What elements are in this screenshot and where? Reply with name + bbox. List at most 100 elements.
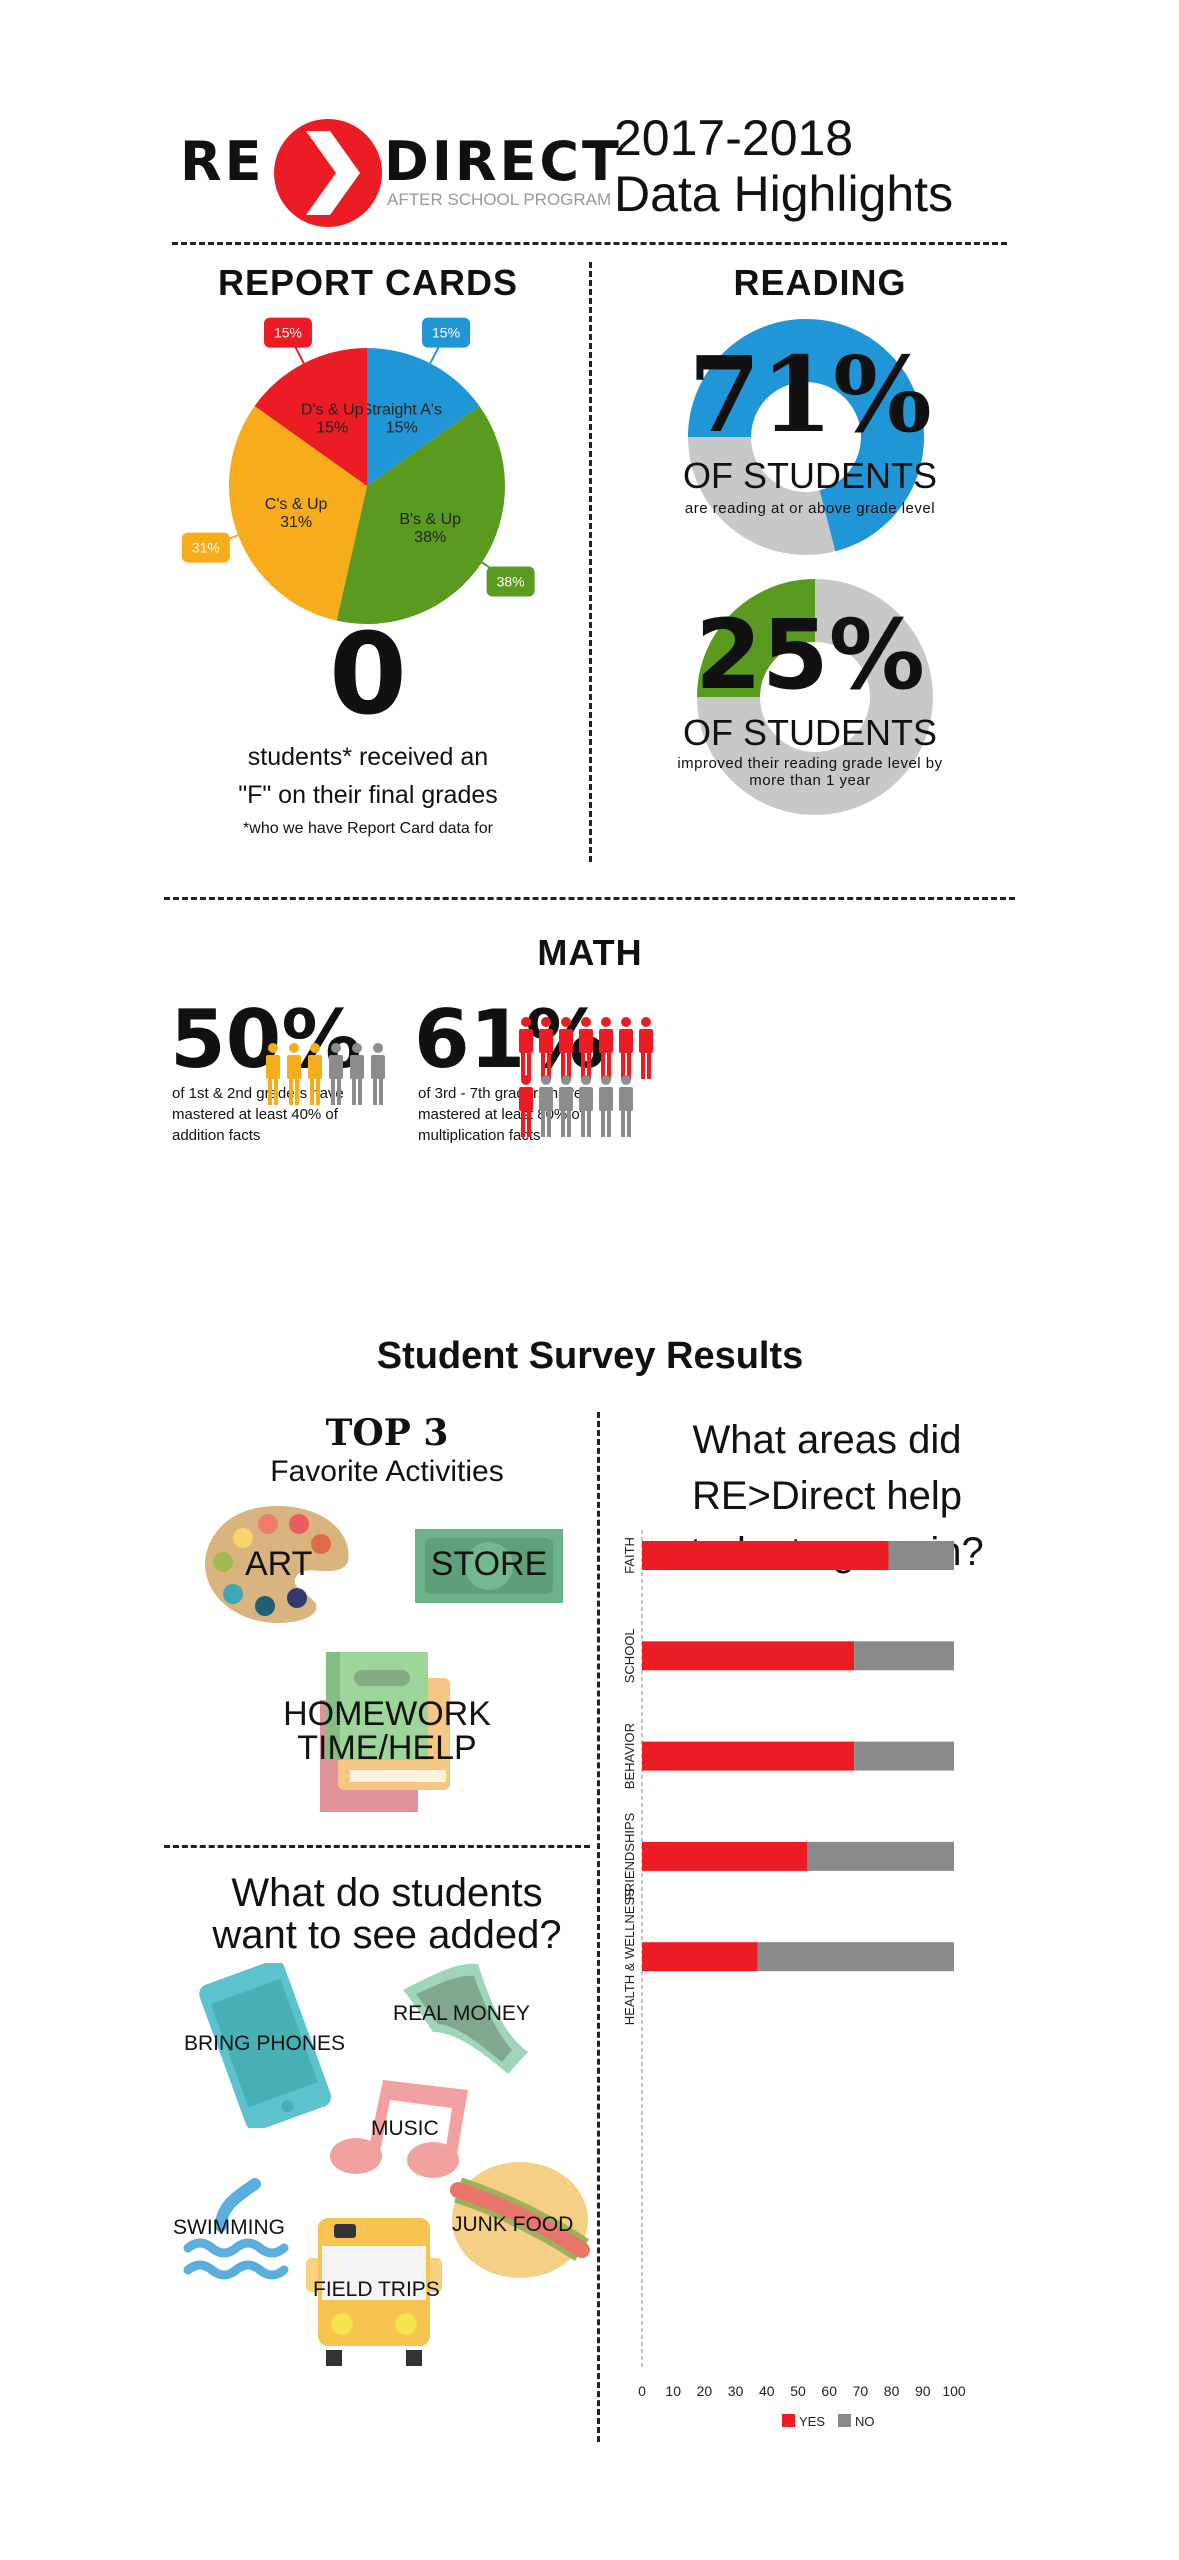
bar-no xyxy=(757,1942,954,1972)
person-icon-empty xyxy=(559,1075,573,1137)
bus-icon xyxy=(306,2218,442,2366)
math-title: MATH xyxy=(537,932,643,973)
report-cards-line-2: "F" on their final grades xyxy=(238,781,498,809)
top3-item-art: ART xyxy=(245,1545,313,1583)
homework-line-2: TIME/HELP xyxy=(297,1729,477,1767)
x-tick-label: 70 xyxy=(853,2383,869,2399)
pie-slice xyxy=(367,348,480,486)
pie-callout-box xyxy=(263,317,312,348)
top3-item-store: STORE xyxy=(430,1545,548,1583)
bar-yes xyxy=(642,1641,855,1671)
pie-slice xyxy=(254,348,367,486)
divider-vertical xyxy=(597,1412,600,2442)
report-cards-footnote: *who we have Report Card data for xyxy=(243,820,493,837)
category-label: FRIENDSHIPS xyxy=(622,1812,637,1900)
divider xyxy=(164,1845,590,1848)
x-tick-label: 80 xyxy=(884,2383,900,2399)
person-icon-empty xyxy=(329,1043,343,1105)
title-line-2: Data Highlights xyxy=(614,166,954,222)
x-tick-label: 90 xyxy=(915,2383,931,2399)
donut-fill xyxy=(697,579,815,697)
bar-no xyxy=(807,1841,954,1871)
math-stat-1-line-3: addition facts xyxy=(172,1127,261,1144)
top3-title: TOP 3 xyxy=(325,1412,449,1454)
palette-icon xyxy=(205,1506,349,1623)
report-cards-text: students* received an "F" on their final… xyxy=(168,738,568,844)
reading-donut-1 xyxy=(688,319,925,555)
math-stat-1-line-1: of 1st & 2nd graders have xyxy=(172,1085,344,1102)
divider xyxy=(172,242,1007,245)
person-icon-filled xyxy=(579,1017,593,1079)
top3-subtitle: Favorite Activities xyxy=(270,1455,504,1488)
person-icon-empty xyxy=(350,1043,364,1105)
logo-chevron-icon xyxy=(274,119,382,227)
wants-title: What do students want to see added? xyxy=(187,1872,587,1956)
wants-title-line-1: What do students xyxy=(231,1871,543,1915)
person-icon-filled xyxy=(639,1017,653,1079)
legend-swatch xyxy=(838,2414,851,2427)
pie-slice xyxy=(336,405,506,624)
pie-callout-value: 15% xyxy=(432,325,460,341)
reading-stat-2-desc-line-2: more than 1 year xyxy=(749,772,871,789)
person-icon-empty xyxy=(579,1075,593,1137)
wants-item-music: MUSIC xyxy=(371,2117,439,2140)
bar-yes xyxy=(642,1741,855,1771)
reading-stat-1-value: 71% xyxy=(688,333,932,456)
category-label: SCHOOL xyxy=(622,1628,637,1683)
pie-slice-label: D's & Up xyxy=(301,402,364,419)
reading-stat-2-desc: improved their reading grade level by mo… xyxy=(620,755,1000,789)
wants-item-phones: BRING PHONES xyxy=(184,2032,346,2055)
reading-stat-1-desc: are reading at or above grade level xyxy=(684,500,936,517)
math-stat-1-desc: of 1st & 2nd graders have mastered at le… xyxy=(172,1083,344,1146)
person-icon-empty xyxy=(539,1075,553,1137)
pie-slice-value: 15% xyxy=(386,420,418,437)
survey-title: Student Survey Results xyxy=(376,1335,804,1377)
books-icon xyxy=(320,1652,450,1812)
bar-yes xyxy=(642,1942,758,1972)
x-tick-label: 50 xyxy=(790,2383,806,2399)
person-icon-empty xyxy=(371,1043,385,1105)
pie-slice-value: 15% xyxy=(316,420,348,437)
x-tick-label: 100 xyxy=(942,2383,966,2399)
divider-vertical xyxy=(589,262,592,862)
person-icon-filled xyxy=(266,1043,280,1105)
wants-item-swimming: SWIMMING xyxy=(173,2216,285,2239)
title-line-1: 2017-2018 xyxy=(614,110,854,166)
x-tick-label: 20 xyxy=(697,2383,713,2399)
person-icon-filled xyxy=(287,1043,301,1105)
x-tick-label: 30 xyxy=(728,2383,744,2399)
category-label: BEHAVIOR xyxy=(622,1723,637,1789)
wants-title-line-2: want to see added? xyxy=(212,1913,562,1957)
logo-text-left: RE xyxy=(180,130,265,193)
person-icon-empty xyxy=(619,1075,633,1137)
bar-no xyxy=(854,1741,954,1771)
hot-dog-icon xyxy=(450,2162,590,2278)
money-icon xyxy=(403,1963,528,2074)
divider xyxy=(164,897,1015,900)
phone-icon xyxy=(199,1963,332,2128)
swimmer-icon xyxy=(183,2178,289,2280)
pie-callout-box xyxy=(181,532,230,563)
pie-callout-box xyxy=(422,317,471,348)
person-icon-filled xyxy=(619,1017,633,1079)
pie-slice-label: B's & Up xyxy=(399,511,461,528)
legend-label: NO xyxy=(855,2414,875,2429)
pie-callout-box xyxy=(486,566,535,597)
bar-no xyxy=(854,1641,954,1671)
math-stat-1-line-2: mastered at least 40% of xyxy=(172,1106,338,1123)
growth-title-line-1: What areas did xyxy=(692,1418,962,1462)
bar-yes xyxy=(642,1541,889,1570)
person-icon-filled xyxy=(519,1075,533,1137)
report-cards-line-1: students* received an xyxy=(247,743,489,771)
pie-callout-value: 31% xyxy=(192,540,220,556)
dollar-bill-icon xyxy=(415,1529,563,1603)
math-stat-2-line-3: multiplication facts xyxy=(418,1127,541,1144)
zero-f-count: 0 xyxy=(329,610,407,740)
music-note-icon xyxy=(330,2080,468,2178)
pie-slice-value: 31% xyxy=(280,514,312,531)
person-icon-filled xyxy=(559,1017,573,1079)
person-icon-empty xyxy=(599,1075,613,1137)
donut-fill xyxy=(688,319,924,552)
